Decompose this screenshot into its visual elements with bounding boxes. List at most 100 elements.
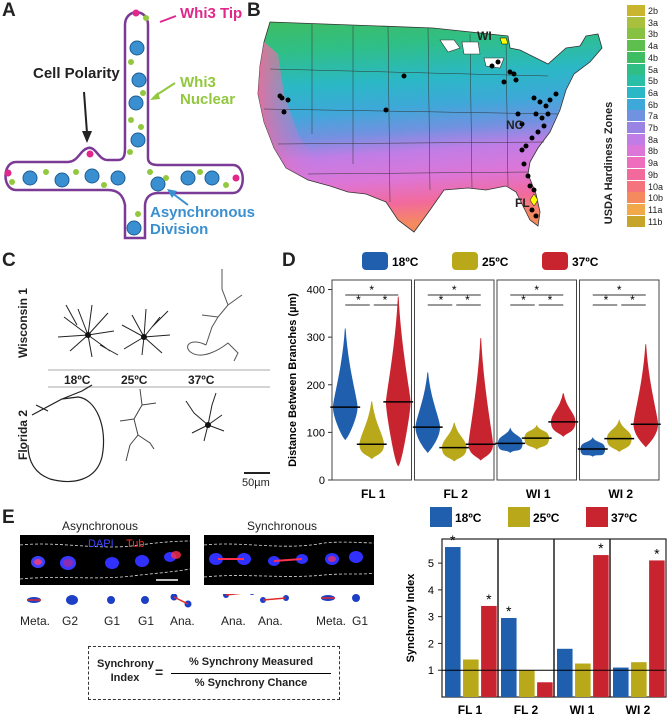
temp-label-18c: 18ºC (64, 373, 91, 387)
violin-y-tick-100: 100 (307, 427, 325, 439)
bar-sig-star: * (450, 532, 456, 548)
zone-swatch-10b (627, 192, 645, 204)
bar-y-tick-1: 1 (428, 665, 434, 677)
formula-lhs-top: Synchrony (97, 658, 154, 670)
zone-legend-title: USDA Hardiness Zones (603, 101, 615, 225)
bar-legend-swatch-0 (430, 507, 452, 527)
bar-wi2-2 (649, 560, 665, 697)
bar-fl1-0 (445, 547, 461, 697)
zone-label-8b: 8b (648, 146, 659, 157)
violin-fl1-0 (332, 328, 358, 441)
violin-legend-label-2: 37ºC (572, 255, 599, 269)
zone-swatch-5b (627, 75, 645, 87)
scale-bar-label: 50µm (242, 477, 270, 489)
violin-legend-label-0: 18ºC (392, 255, 419, 269)
asynchronous-title: Asynchronous (62, 519, 139, 533)
panel-label-c: C (2, 250, 16, 271)
whi3-nuclear-label: Whi3 Nuclear (180, 74, 236, 108)
zone-label-11a: 11a (648, 204, 663, 215)
synchronous-micrograph (204, 535, 374, 585)
stain-dapi-label: DAPI (88, 538, 114, 550)
row-label-wisconsin: Wisconsin 1 (16, 288, 30, 358)
violin-y-tick-400: 400 (307, 285, 325, 297)
panel-label-b: B (247, 0, 261, 21)
violin-legend-swatch-2 (542, 252, 568, 270)
zone-label-4b: 4b (648, 52, 659, 63)
wi-site-marker (499, 37, 509, 45)
row-label-florida: Florida 2 (16, 410, 30, 461)
violin-legend-label-1: 25ºC (482, 255, 509, 269)
zone-swatch-6b (627, 98, 645, 110)
site-label-fl: FL (515, 196, 530, 210)
formula-equals: = (155, 664, 164, 680)
zone-swatch-6a (627, 86, 645, 98)
bar-legend-label-2: 37ºC (611, 511, 638, 525)
panel-e-synchrony-bar-chart: 18ºC 25ºC 37ºC Synchrony Index 1 2 3 4 5 FL 1 * * FL… (405, 507, 667, 717)
bar-fl1-2 (481, 605, 497, 697)
violin-category-0: FL 1 (361, 487, 386, 501)
zone-swatch-11a (627, 203, 645, 215)
zone-label-10a: 10a (648, 181, 664, 192)
violin-legend-swatch-1 (452, 252, 478, 270)
bar-fl2-0 (501, 618, 517, 697)
zone-label-9b: 9b (648, 169, 659, 180)
bar-wi1-0 (557, 648, 573, 697)
asynchronous-micrograph: DAPI Tub (20, 535, 190, 585)
async-stage-1: Meta. (20, 614, 51, 628)
panel-a-hypha-diagram (4, 9, 244, 240)
violin-fl2-0 (415, 372, 441, 453)
violin-category-3: WI 2 (608, 487, 633, 501)
sync-stage-3: Meta. (316, 614, 347, 628)
zone-legend-labels: 2b 3a 3b 4a 4b 5a 5b 6a 6b 7a 7b 8a 8b 9a 9b 10a 10b 11a 1… (648, 6, 670, 228)
zone-label-3b: 3b (648, 29, 659, 40)
violin-sig-star: * (548, 293, 553, 307)
stage-icons (27, 594, 360, 608)
bar-fl2-1 (519, 670, 535, 697)
bar-wi2-1 (631, 662, 647, 697)
bar-y-axis-label: Synchrony Index (405, 573, 417, 663)
zone-label-5a: 5a (648, 64, 659, 75)
zone-swatch-4b (627, 51, 645, 63)
wisconsin-37c-micrograph (187, 269, 243, 362)
async-stage-2: G2 (62, 614, 79, 628)
great-lakes (439, 39, 505, 69)
florida-37c-micrograph (185, 392, 225, 442)
violin-sig-star: * (465, 293, 470, 307)
florida-18c-micrograph (27, 384, 105, 483)
florida-25c-micrograph (119, 388, 157, 462)
whi3-tip-label: Whi3 Tip (180, 5, 243, 22)
zone-swatch-7b (627, 122, 645, 133)
site-label-wi: WI (477, 29, 492, 43)
cell-polarity-label: Cell Polarity (33, 65, 120, 82)
fl-site-marker (529, 193, 539, 207)
violin-wi2-0 (580, 437, 606, 457)
zone-swatch-5a (627, 63, 645, 75)
synchrony-index-formula: Synchrony Index = % Synchrony Measured %… (88, 646, 340, 700)
zone-swatch-7a (627, 110, 645, 122)
bar-sig-star: * (654, 545, 660, 561)
violin-sig-star: * (604, 293, 609, 307)
zone-label-10b: 10b (648, 193, 664, 204)
whi3-nuclear-puncta (9, 15, 229, 217)
zone-label-7a: 7a (648, 111, 659, 122)
temp-label-25c: 25ºC (121, 373, 148, 387)
violin-category-2: WI 1 (526, 487, 551, 501)
bar-sig-star: * (506, 603, 512, 619)
bar-wi1-2 (593, 555, 609, 697)
bar-y-tick-4: 4 (428, 585, 434, 597)
violin-category-1: FL 2 (444, 487, 469, 501)
violin-sig-star: * (439, 293, 444, 307)
violin-fl1-2 (385, 296, 411, 467)
async-stage-5: Ana. (170, 614, 195, 628)
bar-category-2: WI 1 (570, 703, 595, 717)
violin-wi2-1 (606, 418, 632, 453)
sync-stage-2: Ana. (258, 614, 283, 628)
bar-sig-star: * (486, 591, 492, 607)
violin-sig-star: * (617, 283, 622, 297)
zone-swatch-3a (627, 16, 645, 28)
sync-stage-1: Ana. (221, 614, 246, 628)
zone-swatch-9a (627, 157, 645, 169)
bar-sig-star: * (598, 540, 604, 556)
asynchronous-division-label: Asynchronous Division (150, 204, 256, 238)
usa-land (257, 21, 603, 233)
